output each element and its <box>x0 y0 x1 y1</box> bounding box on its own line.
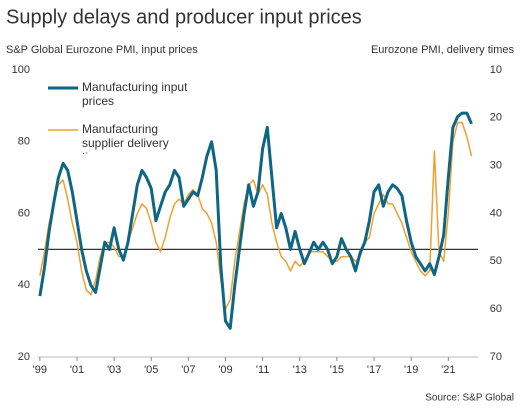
x-tick-label: '21 <box>441 364 455 376</box>
x-tick-label: '09 <box>218 364 232 376</box>
y-tick-label: 60 <box>18 207 30 219</box>
chart-title: Supply delays and producer input prices <box>6 6 362 28</box>
y2-tick-label: 50 <box>490 255 502 267</box>
y-axis-label: S&P Global Eurozone PMI, input prices <box>6 44 198 56</box>
y2-tick-label: 60 <box>490 303 502 315</box>
x-tick-label: '13 <box>293 364 307 376</box>
y2-tick-label: 70 <box>490 351 502 363</box>
y2-tick-label: 10 <box>490 64 502 76</box>
y-tick-label: 40 <box>18 279 30 291</box>
legend-label: Manufacturing supplier delivery times <box>82 122 169 154</box>
y-tick-label: 20 <box>18 351 30 363</box>
x-tick-label: '03 <box>107 364 121 376</box>
x-tick-label: '05 <box>144 364 158 376</box>
y-tick-label: 80 <box>18 136 30 148</box>
x-tick-label: '99 <box>33 364 47 376</box>
legend-entry: Manufacturing supplier delivery times <box>82 122 169 154</box>
y2-tick-label: 30 <box>490 160 502 172</box>
x-tick-label: '01 <box>70 364 84 376</box>
source: Source: S&P Global <box>425 393 514 404</box>
x-tick-label: '17 <box>367 364 381 376</box>
y2-tick-label: 40 <box>490 207 502 219</box>
y-tick-label: 100 <box>12 64 30 76</box>
x-tick-label: '15 <box>330 364 344 376</box>
legend-entry: Manufacturing input prices <box>82 80 188 108</box>
x-tick-label: '11 <box>256 364 270 376</box>
x-tick-label: '07 <box>181 364 195 376</box>
x-tick-label: '19 <box>404 364 418 376</box>
legend-label: Manufacturing input prices <box>82 80 188 108</box>
series-line <box>38 111 473 330</box>
y2-axis-label: Eurozone PMI, delivery times <box>371 44 515 56</box>
y2-tick-label: 20 <box>490 112 502 124</box>
